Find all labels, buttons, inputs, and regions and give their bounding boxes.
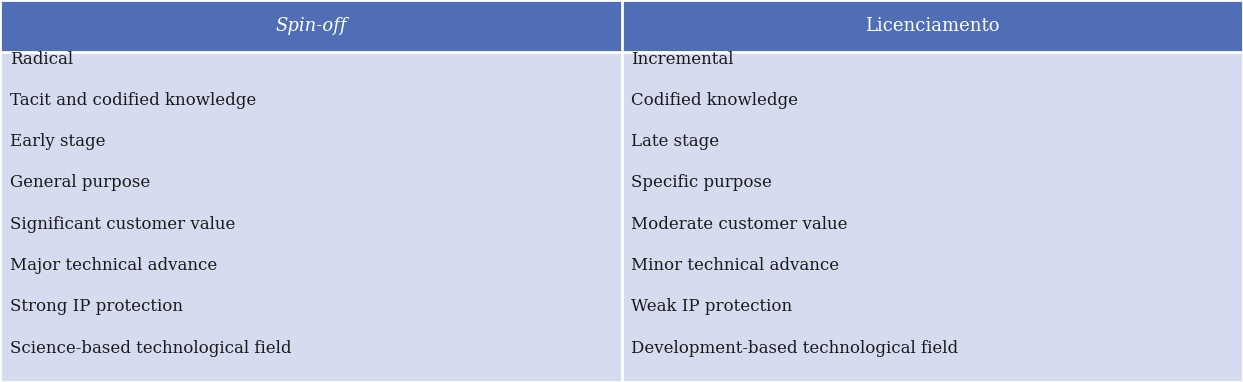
Text: Major technical advance: Major technical advance [10, 257, 218, 274]
Text: Strong IP protection: Strong IP protection [10, 298, 183, 315]
Text: Moderate customer value: Moderate customer value [631, 216, 848, 233]
Text: Minor technical advance: Minor technical advance [631, 257, 839, 274]
Text: Late stage: Late stage [631, 133, 720, 150]
Text: Licenciamento: Licenciamento [865, 17, 999, 35]
Text: Weak IP protection: Weak IP protection [631, 298, 793, 315]
Bar [0, 52, 1243, 382]
Text: Early stage: Early stage [10, 133, 106, 150]
Text: Codified knowledge: Codified knowledge [631, 92, 798, 109]
Text: Development-based technological field: Development-based technological field [631, 340, 958, 357]
Text: Spin-off: Spin-off [275, 17, 347, 35]
Text: Science-based technological field: Science-based technological field [10, 340, 291, 357]
Text: Specific purpose: Specific purpose [631, 175, 772, 191]
Text: Incremental: Incremental [631, 50, 733, 68]
Text: Radical: Radical [10, 50, 73, 68]
Text: General purpose: General purpose [10, 175, 150, 191]
Bar [622, 0, 1243, 52]
Bar [0, 0, 622, 52]
Text: Tacit and codified knowledge: Tacit and codified knowledge [10, 92, 256, 109]
Text: Significant customer value: Significant customer value [10, 216, 235, 233]
